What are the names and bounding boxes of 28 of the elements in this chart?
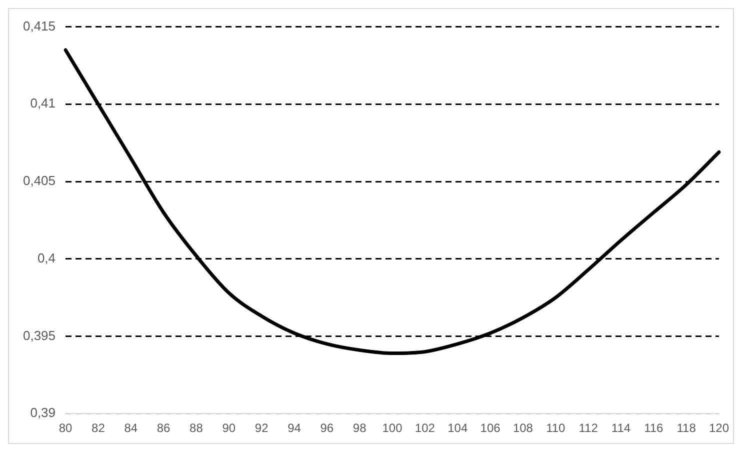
x-tick-label: 116: [644, 421, 664, 436]
x-tick-label: 88: [190, 421, 204, 436]
x-tick-label: 84: [124, 421, 138, 436]
x-tick-label: 96: [320, 421, 334, 436]
x-tick-label: 112: [578, 421, 598, 436]
x-tick-label: 100: [382, 421, 403, 436]
y-tick-label: 0,415: [22, 18, 56, 34]
y-tick-label: 0,395: [22, 328, 56, 343]
x-tick-label: 102: [414, 421, 436, 436]
line-series: [64, 48, 721, 356]
x-tick-label: 108: [512, 421, 534, 436]
x-tick-label: 80: [58, 421, 73, 436]
x-tick-label: 114: [611, 421, 631, 436]
y-tick-label: 0,39: [30, 405, 56, 420]
x-tick-label: 106: [480, 421, 501, 436]
y-tick-label: 0,41: [30, 96, 56, 111]
y-tick-label: 0,4: [37, 250, 56, 266]
x-tick-label: 110: [546, 421, 566, 436]
x-tick-label: 120: [708, 421, 730, 436]
x-tick-label: 82: [92, 421, 106, 436]
x-tick-label: 118: [676, 421, 696, 436]
x-tick-label: 98: [352, 421, 367, 436]
y-tick-label: 0,405: [22, 173, 56, 188]
x-tick-label: 92: [254, 421, 269, 436]
x-tick-label: 94: [288, 421, 302, 436]
x-tick-label: 86: [156, 421, 171, 436]
x-tick-label: 90: [222, 421, 236, 436]
x-tick-label: 104: [448, 421, 468, 436]
